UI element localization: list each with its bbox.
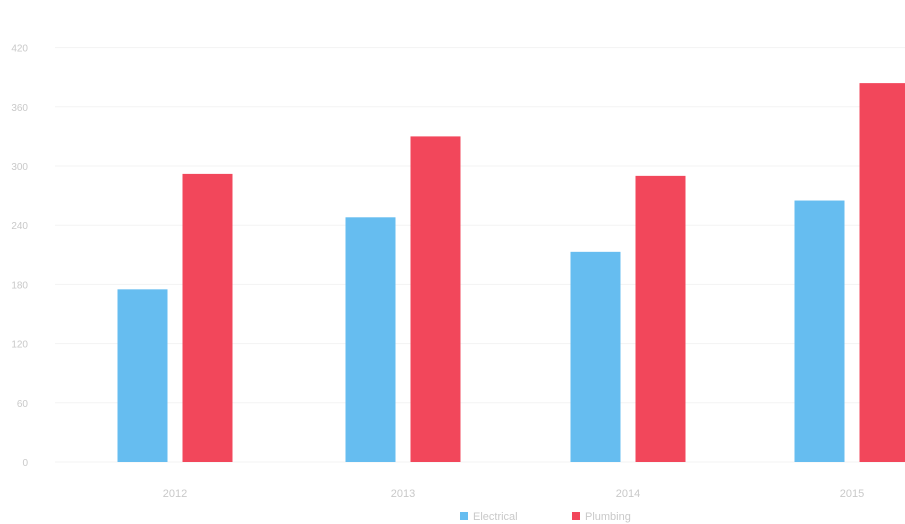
bar-plumbing-2015[interactable] (859, 83, 905, 463)
y-tick-label: 360 (11, 103, 28, 114)
bar-electrical-2015[interactable] (794, 200, 845, 463)
legend-swatch (460, 512, 468, 520)
y-tick-label: 180 (11, 280, 28, 291)
y-tick-label: 60 (17, 399, 29, 410)
bar-electrical-2014[interactable] (570, 251, 621, 462)
legend-label: Plumbing (585, 511, 631, 523)
bar-plumbing-2014[interactable] (635, 175, 686, 462)
legend-swatch (572, 512, 580, 520)
legend-item-electrical[interactable]: Electrical (460, 511, 518, 523)
x-tick-label: 2014 (616, 488, 640, 500)
x-tick-label: 2015 (840, 488, 864, 500)
y-tick-label: 420 (11, 44, 28, 55)
legend-item-plumbing[interactable]: Plumbing (572, 511, 631, 523)
bar-electrical-2013[interactable] (345, 217, 396, 462)
y-tick-label: 300 (11, 162, 28, 173)
y-tick-label: 0 (22, 458, 28, 469)
x-axis: 2012 2013 2014 2015 (163, 488, 864, 500)
y-tick-label: 120 (11, 340, 28, 351)
bar-plumbing-2013[interactable] (410, 136, 461, 462)
legend-label: Electrical (473, 511, 518, 523)
bars (117, 83, 905, 463)
x-tick-label: 2013 (391, 488, 415, 500)
y-axis: 0 60 120 180 240 300 360 420 (11, 44, 28, 469)
y-tick-label: 240 (11, 221, 28, 232)
x-tick-label: 2012 (163, 488, 187, 500)
bar-plumbing-2012[interactable] (182, 173, 233, 463)
legend[interactable]: Electrical Plumbing (460, 511, 631, 523)
bar-electrical-2012[interactable] (117, 289, 168, 462)
